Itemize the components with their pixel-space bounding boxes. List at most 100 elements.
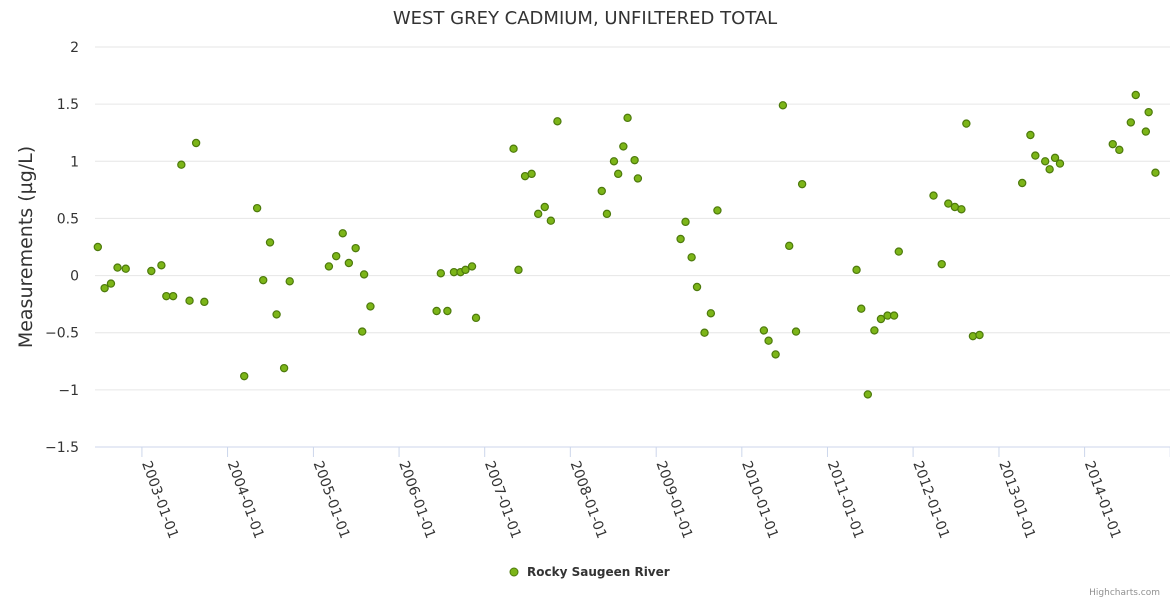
data-point[interactable] — [358, 327, 367, 336]
data-point[interactable] — [432, 306, 441, 316]
data-point[interactable] — [1144, 107, 1153, 117]
data-point[interactable] — [546, 216, 556, 225]
x-tick-label: 2011-01-01 — [824, 459, 867, 541]
data-point[interactable] — [265, 238, 275, 247]
data-point[interactable] — [527, 169, 536, 179]
data-point[interactable] — [778, 101, 788, 110]
data-point[interactable] — [613, 169, 623, 179]
data-point[interactable] — [366, 302, 375, 311]
data-point[interactable] — [185, 296, 194, 305]
legend[interactable]: Rocky Saugeen River — [509, 565, 670, 579]
data-point[interactable] — [252, 203, 262, 213]
data-point[interactable] — [929, 191, 938, 200]
data-point[interactable] — [937, 259, 946, 269]
data-point[interactable] — [177, 160, 186, 169]
data-point[interactable] — [713, 206, 722, 215]
data-point[interactable] — [191, 138, 201, 148]
data-point[interactable] — [852, 265, 861, 275]
data-point[interactable] — [100, 283, 109, 293]
data-point[interactable] — [1115, 145, 1124, 155]
x-axis — [95, 446, 1170, 457]
data-point[interactable] — [359, 270, 369, 279]
data-point[interactable] — [602, 209, 612, 219]
data-point[interactable] — [533, 209, 543, 219]
data-point[interactable] — [331, 251, 341, 261]
data-point[interactable] — [687, 253, 696, 262]
data-point[interactable] — [240, 371, 249, 381]
data-point[interactable] — [285, 277, 294, 286]
data-point[interactable] — [121, 264, 130, 273]
data-point[interactable] — [344, 258, 354, 268]
data-point[interactable] — [1045, 165, 1054, 174]
data-point[interactable] — [609, 157, 619, 166]
x-tick-label: 2014-01-01 — [1081, 459, 1124, 541]
data-point[interactable] — [1055, 159, 1065, 168]
data-point[interactable] — [1126, 118, 1136, 127]
data-point[interactable] — [467, 262, 477, 271]
data-point[interactable] — [692, 282, 702, 292]
data-point[interactable] — [514, 265, 523, 275]
data-point[interactable] — [975, 330, 984, 340]
data-point[interactable] — [791, 327, 801, 336]
data-point[interactable] — [968, 331, 978, 341]
data-point[interactable] — [147, 266, 156, 276]
y-tick-label: 1.5 — [57, 97, 79, 113]
data-point[interactable] — [700, 328, 709, 337]
data-point[interactable] — [797, 179, 807, 189]
data-point[interactable] — [157, 261, 166, 270]
data-point[interactable] — [1050, 153, 1060, 163]
data-point[interactable] — [957, 205, 966, 214]
data-point[interactable] — [93, 242, 103, 252]
data-point[interactable] — [279, 363, 289, 373]
data-point[interactable] — [1141, 127, 1151, 136]
data-point[interactable] — [889, 311, 899, 320]
data-point[interactable] — [106, 279, 116, 288]
data-point[interactable] — [436, 269, 446, 278]
data-point[interactable] — [272, 310, 281, 319]
data-point[interactable] — [681, 217, 690, 227]
legend-marker[interactable] — [509, 567, 519, 577]
data-point[interactable] — [619, 142, 628, 151]
data-point[interactable] — [863, 390, 873, 399]
data-point[interactable] — [113, 263, 122, 272]
data-point[interactable] — [1108, 139, 1117, 149]
data-point[interactable] — [759, 326, 769, 335]
data-point[interactable] — [1151, 168, 1160, 177]
data-point[interactable] — [870, 326, 879, 335]
data-point[interactable] — [630, 155, 639, 165]
data-point[interactable] — [1031, 151, 1040, 160]
data-point[interactable] — [471, 313, 481, 323]
data-point[interactable] — [764, 336, 773, 345]
data-point[interactable] — [338, 229, 347, 238]
data-point[interactable] — [1040, 157, 1050, 166]
data-point[interactable] — [461, 265, 470, 275]
credits-link[interactable]: Highcharts.com — [1089, 588, 1160, 598]
data-point[interactable] — [162, 291, 171, 301]
data-point[interactable] — [324, 262, 334, 271]
data-point[interactable] — [876, 314, 886, 324]
series-rocky-saugeen-river[interactable] — [93, 90, 1160, 399]
data-point[interactable] — [785, 241, 794, 251]
data-point[interactable] — [944, 199, 953, 208]
data-point[interactable] — [443, 306, 452, 316]
data-point[interactable] — [633, 174, 643, 183]
data-point[interactable] — [623, 113, 632, 123]
data-point[interactable] — [540, 202, 549, 212]
data-point[interactable] — [259, 275, 268, 285]
data-point[interactable] — [771, 350, 780, 359]
data-point[interactable] — [962, 119, 971, 128]
data-point[interactable] — [706, 309, 716, 318]
data-point[interactable] — [168, 291, 178, 301]
data-point[interactable] — [597, 186, 606, 196]
data-point[interactable] — [1017, 178, 1027, 188]
data-point[interactable] — [857, 304, 866, 313]
data-point[interactable] — [553, 117, 562, 126]
data-point[interactable] — [676, 234, 685, 244]
data-point[interactable] — [894, 247, 903, 256]
data-point[interactable] — [200, 297, 209, 307]
data-point[interactable] — [351, 243, 360, 253]
data-point[interactable] — [509, 144, 518, 153]
legend-item-rocky-saugeen-river[interactable]: Rocky Saugeen River — [527, 565, 670, 579]
data-point[interactable] — [1026, 130, 1035, 140]
data-point[interactable] — [1131, 90, 1140, 100]
